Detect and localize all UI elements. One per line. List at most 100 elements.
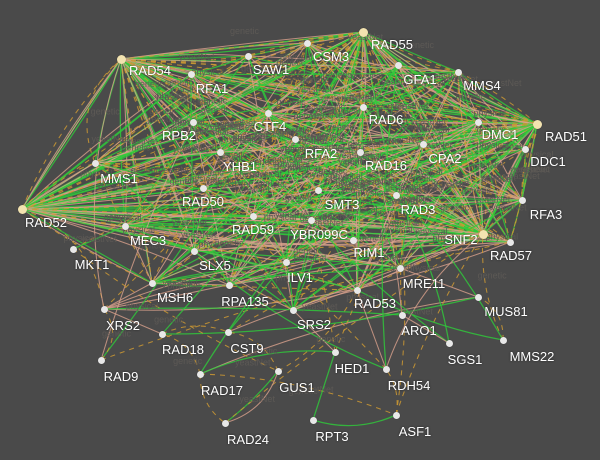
- graph-node-rad24[interactable]: [221, 419, 229, 427]
- edge-physical: [422, 143, 523, 201]
- graph-node-rad53[interactable]: [353, 286, 361, 294]
- edge-physical: [93, 58, 122, 310]
- node-label-asf1: ASF1: [398, 424, 432, 439]
- edge-genetic: [100, 241, 511, 361]
- graph-node-rfa2[interactable]: [291, 135, 299, 143]
- graph-node-mms4[interactable]: [454, 68, 462, 76]
- edge-genetic: [21, 58, 122, 210]
- graph-node-rim1[interactable]: [349, 236, 357, 244]
- edge-physical: [120, 58, 459, 73]
- edge-physical: [120, 58, 153, 284]
- graph-node-mms1[interactable]: [91, 159, 99, 167]
- graph-node-rad6[interactable]: [359, 103, 367, 111]
- graph-node-rad17[interactable]: [196, 370, 204, 378]
- edge-genetic: [120, 58, 538, 125]
- graph-node-rad55[interactable]: [358, 27, 368, 37]
- graph-node-slx5[interactable]: [190, 247, 198, 255]
- edge-genetic: [351, 106, 364, 241]
- edge-physical: [124, 225, 401, 269]
- graph-node-cpa2[interactable]: [419, 140, 427, 148]
- edge-genetic: [190, 73, 479, 123]
- graph-node-asf1[interactable]: [392, 411, 400, 419]
- edge-genetic: [120, 58, 484, 235]
- edge-yeastNet: [395, 194, 523, 201]
- edge-genetic: [94, 162, 484, 235]
- graph-node-rad51[interactable]: [532, 119, 542, 129]
- edge-yeastNet: [120, 42, 308, 60]
- edge-genetic: [310, 219, 336, 353]
- edge-physical: [120, 58, 424, 145]
- graph-node-sgs1[interactable]: [445, 339, 453, 347]
- graph-node-rpt3[interactable]: [309, 416, 317, 424]
- graph-node-mms22[interactable]: [499, 336, 507, 344]
- graph-node-rdh54[interactable]: [382, 365, 390, 373]
- graph-node-smt3[interactable]: [314, 186, 322, 194]
- graph-node-cst9[interactable]: [224, 328, 232, 336]
- edge-genetic: [277, 289, 358, 372]
- edge-physical: [193, 151, 221, 252]
- edge-physical: [267, 112, 312, 221]
- graph-node-msh6[interactable]: [148, 279, 156, 287]
- edge-yeastNet: [193, 250, 387, 370]
- graph-node-gus1[interactable]: [274, 367, 282, 375]
- edge-yeastNet: [161, 296, 479, 335]
- edge-yeastNet: [21, 121, 479, 210]
- edge-genetic: [120, 58, 479, 123]
- graph-node-mus81[interactable]: [474, 293, 482, 301]
- node-label-rad6: RAD6: [368, 112, 404, 127]
- node-label-rad17: RAD17: [201, 383, 243, 398]
- graph-node-ybr099c[interactable]: [307, 216, 315, 224]
- edge-genetic: [362, 31, 397, 196]
- graph-node-rad50[interactable]: [199, 184, 207, 192]
- graph-node-rfa3[interactable]: [518, 196, 526, 204]
- edge-genetic: [352, 123, 538, 241]
- edge-yeastNet: [362, 31, 523, 201]
- node-label-rad57: RAD57: [490, 248, 532, 263]
- graph-node-rad52[interactable]: [17, 204, 27, 214]
- node-label-aro1: ARO1: [401, 323, 437, 338]
- node-label-rad24: RAD24: [227, 432, 269, 447]
- edge-yeastNet: [457, 71, 511, 243]
- edge-physical: [355, 151, 361, 291]
- graph-node-mec3[interactable]: [121, 222, 129, 230]
- graph-node-ddc1[interactable]: [521, 145, 529, 153]
- graph-node-yhb1[interactable]: [216, 148, 224, 156]
- graph-node-aro1[interactable]: [398, 311, 406, 319]
- graph-node-saw1[interactable]: [244, 52, 252, 60]
- graph-node-snf2[interactable]: [478, 229, 488, 239]
- graph-node-mre11[interactable]: [396, 264, 404, 272]
- graph-node-rad9[interactable]: [97, 356, 105, 364]
- node-label-ddc1: DDC1: [530, 154, 566, 169]
- graph-node-mkt1[interactable]: [69, 245, 77, 253]
- graph-node-rad16[interactable]: [356, 148, 364, 156]
- graph-node-rad59[interactable]: [249, 212, 257, 220]
- edge-genetic: [190, 73, 221, 153]
- graph-node-ctf4[interactable]: [264, 109, 272, 117]
- edge-genetic: [199, 373, 397, 416]
- edge-physical: [267, 105, 364, 114]
- graph-node-hed1[interactable]: [331, 348, 339, 356]
- graph-node-rad57[interactable]: [506, 238, 514, 246]
- node-label-xrs2: XRS2: [106, 318, 140, 333]
- graph-node-rpa135[interactable]: [225, 281, 233, 289]
- graph-node-gfa1[interactable]: [394, 61, 402, 69]
- graph-node-xrs2[interactable]: [100, 305, 108, 313]
- graph-node-rfa1[interactable]: [187, 70, 195, 78]
- edge-yeastNet: [317, 64, 399, 191]
- edge-physical: [401, 314, 450, 344]
- graph-node-csm3[interactable]: [303, 39, 311, 47]
- graph-node-rad18[interactable]: [158, 330, 166, 338]
- graph-node-rpb2[interactable]: [189, 118, 197, 126]
- edge-yeastNet: [202, 187, 294, 311]
- node-label-cst9: CST9: [230, 341, 264, 356]
- edge-physical: [100, 121, 194, 361]
- graph-node-ilv1[interactable]: [282, 258, 290, 266]
- graph-node-srs2[interactable]: [289, 306, 297, 314]
- edge-genetic: [362, 31, 523, 201]
- edge-physical: [482, 233, 511, 243]
- edge-yeastNet: [267, 112, 397, 196]
- graph-node-dmc1[interactable]: [474, 118, 482, 126]
- graph-node-rad54[interactable]: [116, 54, 126, 64]
- graph-node-rad3[interactable]: [392, 191, 400, 199]
